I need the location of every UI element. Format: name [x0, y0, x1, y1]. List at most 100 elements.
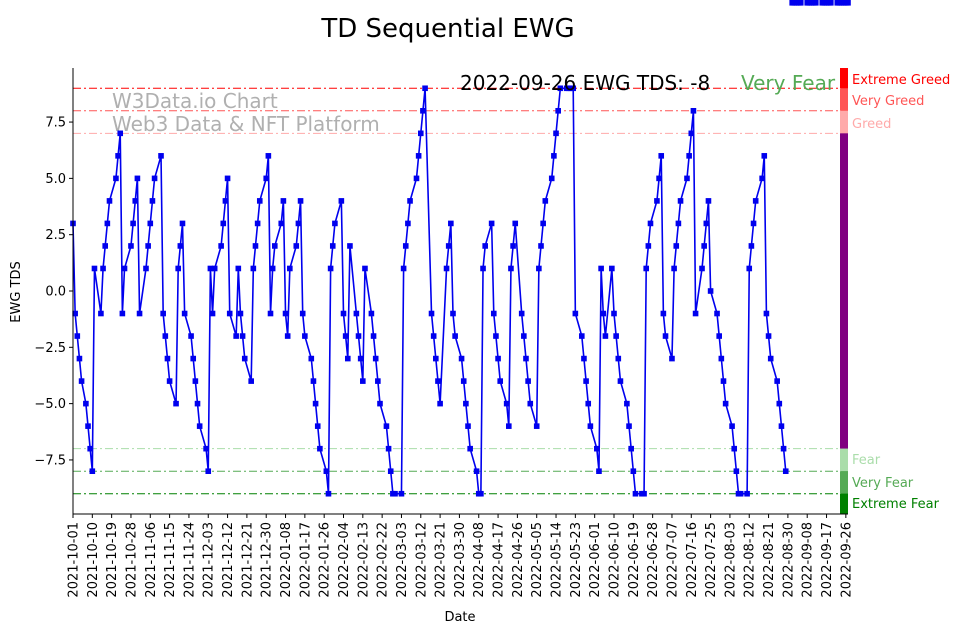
- y-tick-label: 7.5: [45, 116, 66, 131]
- data-point: [295, 220, 302, 227]
- data-point: [267, 310, 274, 317]
- data-point: [179, 220, 186, 227]
- x-tick-label: 2022-03-03: [395, 522, 410, 598]
- data-point: [332, 220, 338, 227]
- data-point: [398, 490, 405, 497]
- data-point: [707, 288, 714, 294]
- data-point: [744, 490, 750, 497]
- x-tick-label: 2022-02-04: [337, 522, 352, 598]
- data-point: [750, 220, 757, 227]
- data-point: [435, 378, 441, 384]
- x-tick-label: 2021-11-15: [163, 522, 178, 598]
- data-point: [192, 378, 199, 384]
- data-point: [128, 243, 134, 249]
- data-point: [448, 220, 454, 227]
- data-point: [748, 243, 755, 249]
- data-point: [74, 333, 81, 339]
- data-point: [525, 378, 531, 384]
- data-point: [385, 445, 392, 452]
- data-point: [164, 355, 171, 362]
- data-point: [317, 445, 323, 452]
- data-point: [527, 400, 534, 407]
- data-point: [433, 355, 439, 362]
- data-point: [308, 355, 315, 362]
- data-point: [767, 355, 774, 362]
- data-point: [480, 265, 486, 272]
- data-point: [780, 445, 787, 452]
- data-point: [722, 400, 729, 407]
- data-point: [643, 265, 649, 272]
- data-point: [828, 0, 834, 6]
- data-point: [551, 153, 557, 159]
- data-point: [239, 333, 246, 339]
- data-point: [733, 468, 740, 475]
- x-tick-label: 2022-02-13: [356, 522, 371, 598]
- data-point: [241, 355, 248, 362]
- y-tick-label: −5.0: [34, 397, 66, 412]
- data-point: [684, 175, 690, 182]
- data-point: [699, 265, 705, 272]
- x-tick-label: 2022-05-05: [530, 522, 545, 598]
- x-tick-label: 2021-10-01: [67, 522, 82, 598]
- data-point: [463, 400, 469, 407]
- data-point: [467, 445, 473, 452]
- data-point: [538, 243, 544, 249]
- data-point: [160, 310, 166, 317]
- data-point: [293, 243, 300, 249]
- x-tick-label: 2022-07-25: [704, 522, 719, 598]
- data-point: [173, 400, 179, 407]
- data-point: [437, 400, 443, 407]
- data-point: [611, 310, 617, 317]
- x-tick-label: 2022-08-03: [723, 522, 738, 598]
- x-tick-label: 2022-01-17: [298, 522, 313, 598]
- threshold-label: Greed: [852, 117, 891, 132]
- data-point: [299, 310, 306, 317]
- chart-title: TD Sequential EWG: [320, 14, 574, 44]
- data-point: [218, 243, 224, 249]
- data-point: [443, 265, 450, 272]
- data-point: [205, 468, 212, 475]
- data-point: [533, 423, 540, 429]
- data-point: [91, 265, 98, 272]
- data-point: [83, 400, 89, 407]
- data-point: [632, 490, 639, 497]
- data-point: [407, 198, 413, 204]
- data-point: [553, 130, 559, 137]
- data-point: [387, 468, 394, 475]
- data-point: [692, 310, 699, 317]
- data-point: [360, 378, 366, 384]
- data-point: [302, 333, 308, 339]
- x-tick-label: 2022-07-16: [685, 522, 700, 598]
- y-axis-label: EWG TDS: [9, 261, 24, 322]
- data-point: [557, 85, 564, 92]
- x-tick-label: 2022-03-21: [434, 522, 449, 598]
- data-point: [362, 265, 368, 272]
- data-point: [782, 468, 789, 475]
- data-point: [383, 423, 390, 429]
- data-point: [602, 333, 609, 339]
- threshold-label: Very Greed: [852, 94, 924, 109]
- data-point: [372, 355, 379, 362]
- data-point: [194, 400, 201, 407]
- data-point: [540, 220, 546, 227]
- x-tick-label: 2021-10-28: [124, 522, 139, 598]
- data-point: [417, 130, 424, 137]
- data-point: [312, 400, 319, 407]
- data-point: [327, 265, 334, 272]
- threshold-lines: [73, 87, 848, 495]
- x-tick-label: 2021-12-30: [260, 522, 275, 598]
- data-point: [422, 85, 428, 92]
- data-point: [151, 175, 158, 182]
- data-point: [310, 378, 317, 384]
- data-point: [759, 175, 765, 182]
- data-point: [211, 265, 218, 272]
- data-point: [613, 333, 619, 339]
- threshold-label: Extreme Fear: [852, 497, 940, 512]
- x-tick-label: 2022-06-19: [627, 522, 642, 598]
- data-point: [325, 490, 332, 497]
- data-point: [377, 400, 383, 407]
- x-tick-label: 2022-06-28: [646, 522, 661, 598]
- data-point: [752, 198, 759, 204]
- data-point: [119, 310, 126, 317]
